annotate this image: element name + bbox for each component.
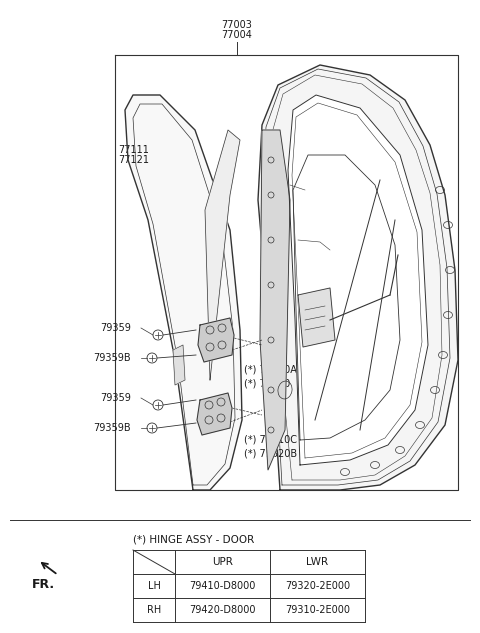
Text: 79359: 79359 [100,323,131,333]
Text: 79359B: 79359B [93,353,131,363]
Text: 77004: 77004 [222,30,252,40]
Text: 79359: 79359 [100,393,131,403]
Text: LWR: LWR [306,557,329,567]
Polygon shape [258,65,458,490]
Text: 79420-D8000: 79420-D8000 [189,605,256,615]
Polygon shape [260,130,290,470]
Polygon shape [205,130,240,380]
Text: 77003: 77003 [222,20,252,30]
Text: (*) 79330A: (*) 79330A [244,365,297,375]
Text: FR.: FR. [32,579,55,591]
Text: 77121: 77121 [118,155,149,165]
Text: (*) HINGE ASSY - DOOR: (*) HINGE ASSY - DOOR [133,535,254,545]
Polygon shape [198,318,234,362]
Text: 77111: 77111 [118,145,149,155]
Polygon shape [173,345,185,385]
Text: (*) 79320B: (*) 79320B [244,448,297,458]
Text: 79310-2E000: 79310-2E000 [285,605,350,615]
Text: (*) 79340: (*) 79340 [244,378,290,388]
Text: RH: RH [147,605,161,615]
Text: 79320-2E000: 79320-2E000 [285,581,350,591]
Text: 79410-D8000: 79410-D8000 [189,581,256,591]
Polygon shape [197,393,232,435]
Polygon shape [298,288,335,347]
Polygon shape [125,95,242,490]
Text: UPR: UPR [212,557,233,567]
Text: LH: LH [147,581,160,591]
Text: 79359B: 79359B [93,423,131,433]
Text: (*) 79310C: (*) 79310C [244,435,297,445]
Polygon shape [288,95,428,465]
